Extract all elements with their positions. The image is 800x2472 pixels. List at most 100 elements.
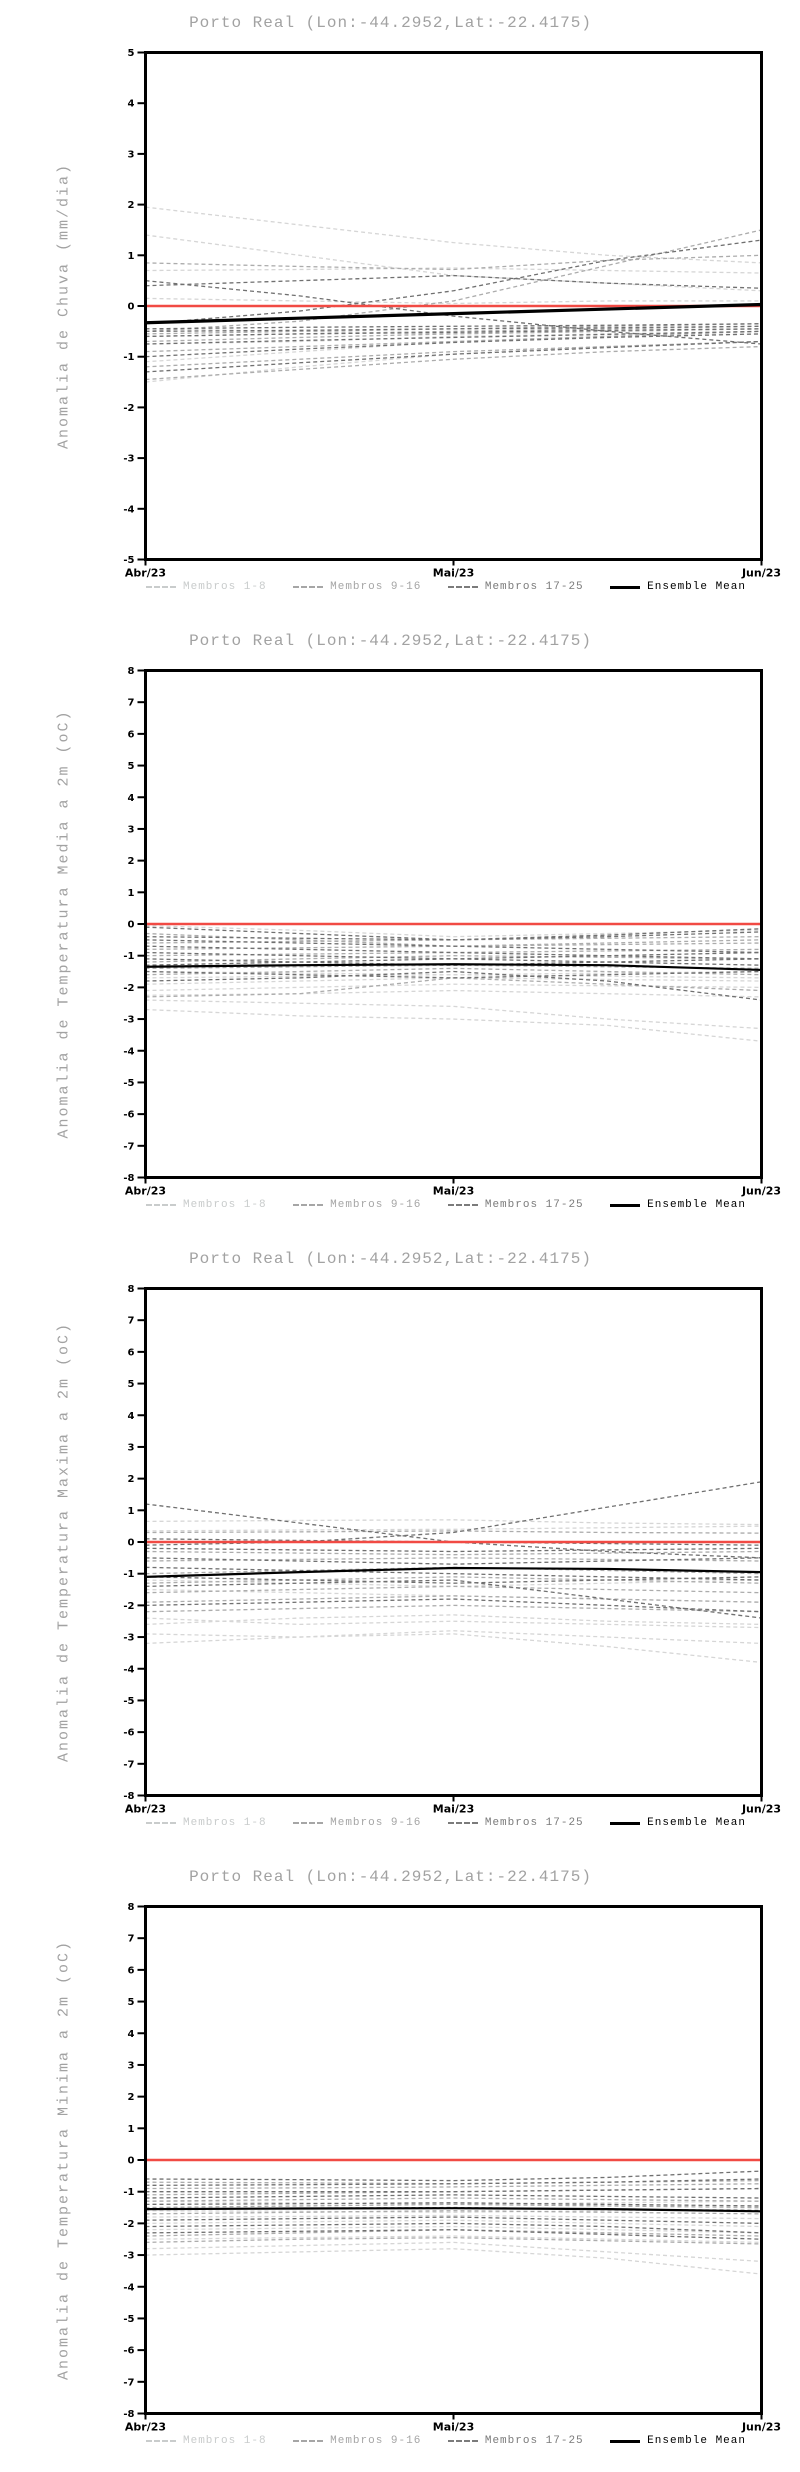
legend-item: Membros 17-25 xyxy=(447,1817,584,1829)
member-line xyxy=(145,2197,762,2202)
panel-temperatura-maxima: Porto Real (Lon:-44.2952,Lat:-22.4175) A… xyxy=(0,1236,800,1854)
legend-label: Ensemble Mean xyxy=(647,2435,746,2447)
plot-box xyxy=(144,669,763,1179)
y-tick-label: -1 xyxy=(123,2187,134,2198)
y-tick-label: -6 xyxy=(123,1110,134,1121)
x-tick-label: Jun/23 xyxy=(741,2421,781,2434)
y-tick-label: -6 xyxy=(123,1728,134,1739)
plot-box xyxy=(144,1905,763,2415)
member-line xyxy=(145,939,762,954)
y-tick-label: 5 xyxy=(128,48,135,59)
x-tick-label: Jun/23 xyxy=(741,567,781,580)
y-tick-label: 7 xyxy=(128,1316,135,1327)
x-tick-label: Mai/23 xyxy=(433,567,474,580)
chart-legend: Membros 1-8 Membros 9-16 Membros 17-25 Ense… xyxy=(146,581,746,593)
y-tick-label: 2 xyxy=(128,856,135,867)
y-tick-label: 0 xyxy=(128,302,135,313)
legend-item: Ensemble Mean xyxy=(610,1817,746,1829)
dashed-line-swatch-icon xyxy=(293,1204,324,1206)
y-tick-label: 0 xyxy=(128,2156,135,2167)
legend-label: Ensemble Mean xyxy=(647,1817,746,1829)
member-line xyxy=(145,2219,762,2228)
y-tick-label: -7 xyxy=(123,1759,134,1770)
x-tick-label: Abr/23 xyxy=(125,1185,166,1198)
member-line xyxy=(145,325,762,338)
dashed-line-swatch-icon xyxy=(293,2440,324,2442)
y-tick-label: -4 xyxy=(123,1046,134,1057)
legend-item: Membros 1-8 xyxy=(146,581,267,593)
member-line xyxy=(145,2183,762,2190)
legend-item: Ensemble Mean xyxy=(610,581,746,593)
member-line xyxy=(145,330,762,353)
x-tick-label: Mai/23 xyxy=(433,2421,474,2434)
legend-label: Membros 17-25 xyxy=(484,1199,584,1211)
member-line xyxy=(145,280,762,345)
member-line xyxy=(145,2210,762,2215)
dashed-line-swatch-icon xyxy=(146,1204,176,1206)
member-line xyxy=(145,989,762,998)
legend-label: Membros 9-16 xyxy=(330,1199,422,1211)
y-tick-label: 0 xyxy=(128,1538,135,1549)
legend-label: Membros 1-8 xyxy=(183,2435,267,2447)
member-line xyxy=(145,274,762,289)
member-line xyxy=(145,955,762,963)
legend-item: Membros 9-16 xyxy=(293,2435,421,2447)
x-tick-label: Abr/23 xyxy=(125,2421,166,2434)
y-tick-label: 1 xyxy=(128,2124,135,2135)
y-tick-label: 6 xyxy=(128,1965,135,1976)
member-line xyxy=(145,983,762,992)
y-tick-label: -1 xyxy=(123,951,134,962)
x-tick-label: Mai/23 xyxy=(433,1185,474,1198)
member-line xyxy=(145,958,762,966)
y-tick-label: 7 xyxy=(128,1934,135,1945)
member-line xyxy=(145,1481,762,1546)
member-line xyxy=(145,2170,762,2182)
dashed-line-swatch-icon xyxy=(146,1822,176,1824)
chart-title: Porto Real (Lon:-44.2952,Lat:-22.4175) xyxy=(189,632,592,650)
y-tick-label: -8 xyxy=(123,2409,134,2420)
dashed-line-swatch-icon xyxy=(146,586,176,588)
y-tick-label: -5 xyxy=(123,1696,134,1707)
member-line xyxy=(145,928,762,941)
solid-line-swatch-icon xyxy=(610,2439,641,2443)
member-line xyxy=(145,345,762,381)
member-line xyxy=(145,1566,762,1581)
member-line xyxy=(145,2229,762,2237)
x-tick-label: Jun/23 xyxy=(741,1185,781,1198)
legend-label: Membros 1-8 xyxy=(183,1199,267,1211)
chart-title: Porto Real (Lon:-44.2952,Lat:-22.4175) xyxy=(189,1250,592,1268)
chart-legend: Membros 1-8 Membros 9-16 Membros 17-25 Ense… xyxy=(146,1199,746,1211)
legend-item: Membros 1-8 xyxy=(146,1199,267,1211)
member-line xyxy=(145,945,762,960)
y-tick-label: -4 xyxy=(123,504,134,515)
member-line xyxy=(145,2241,762,2263)
chart-legend: Membros 1-8 Membros 9-16 Membros 17-25 Ense… xyxy=(146,2435,746,2447)
dashed-line-swatch-icon xyxy=(447,1204,478,1206)
member-line xyxy=(145,1633,762,1664)
member-line xyxy=(145,254,762,271)
dashed-line-swatch-icon xyxy=(447,586,478,588)
y-tick-label: -5 xyxy=(123,1078,134,1089)
member-line xyxy=(145,239,762,325)
member-line xyxy=(145,1585,762,1594)
y-tick-label: 6 xyxy=(128,1347,135,1358)
y-tick-label: 7 xyxy=(128,698,135,709)
y-tick-label: 6 xyxy=(128,729,135,740)
member-line xyxy=(145,267,762,274)
y-tick-label: 2 xyxy=(128,2092,135,2103)
y-tick-label: 3 xyxy=(128,824,135,835)
dashed-line-swatch-icon xyxy=(447,1822,478,1824)
member-line xyxy=(145,2225,762,2234)
y-tick-label: 5 xyxy=(128,761,135,772)
y-tick-label: -2 xyxy=(123,403,134,414)
x-tick-label: Abr/23 xyxy=(125,567,166,580)
x-tick-label: Mai/23 xyxy=(433,1803,474,1816)
member-line xyxy=(145,330,762,345)
legend-label: Membros 1-8 xyxy=(183,1817,267,1829)
y-tick-label: -4 xyxy=(123,2282,134,2293)
y-tick-label: 5 xyxy=(128,1997,135,2008)
member-line xyxy=(145,1525,762,1532)
y-tick-label: -2 xyxy=(123,2219,134,2230)
y-tick-label: -3 xyxy=(123,1633,134,1644)
